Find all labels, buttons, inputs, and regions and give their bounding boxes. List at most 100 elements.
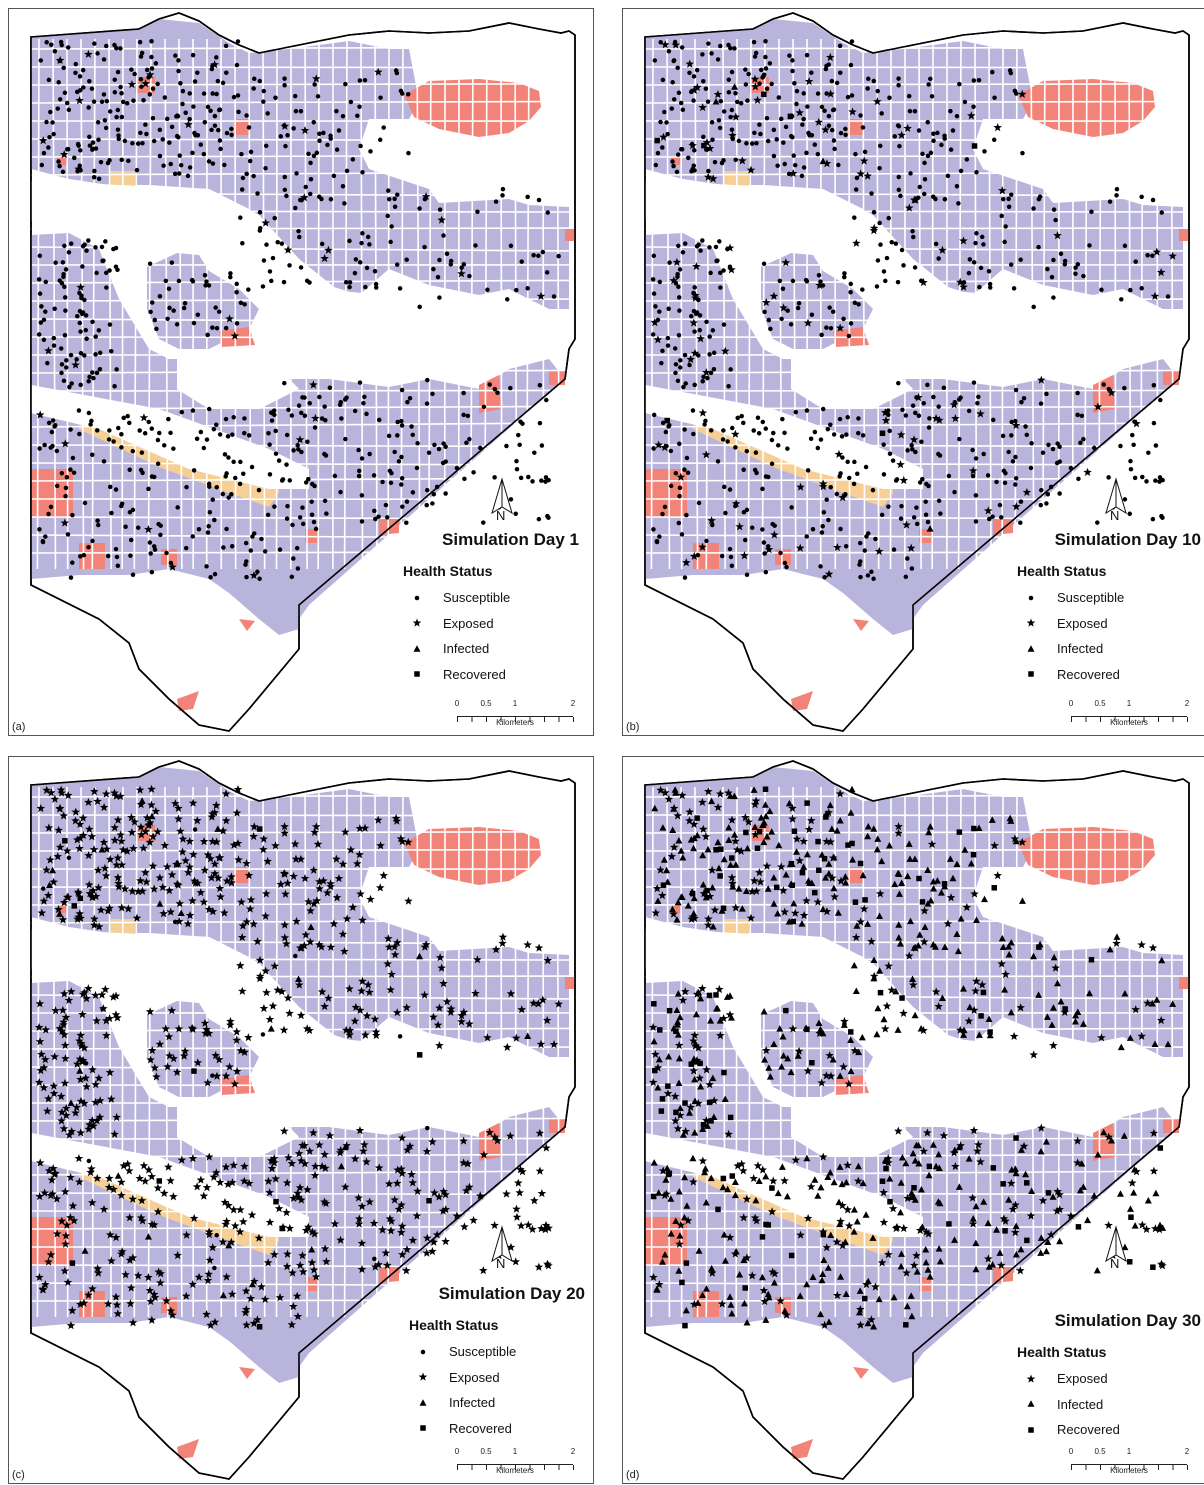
star-symbol-icon (1017, 616, 1045, 630)
square-symbol-icon (1017, 1423, 1045, 1437)
north-arrow: N (487, 477, 517, 523)
legend-label: Recovered (1057, 1422, 1120, 1438)
scale-tick-label: 2 (570, 1447, 576, 1456)
legend-title: Health Status (1017, 1344, 1107, 1360)
panel-letter: (a) (12, 721, 26, 733)
legend-label: Exposed (1057, 615, 1108, 631)
scale-tick-label: 0.5 (480, 699, 492, 708)
scale-tick-label: 2 (570, 699, 576, 708)
scale-unit-label: Kilometers (496, 1466, 534, 1475)
map-canvas (644, 760, 1190, 1480)
scale-unit-label: Kilometers (1110, 1466, 1148, 1475)
north-arrow: N (487, 1225, 517, 1271)
legend-label: Susceptible (443, 590, 511, 606)
legend-label: Infected (449, 1395, 496, 1411)
square-symbol-icon (409, 1421, 437, 1435)
scale-bar: 0 0.5 1 2 Kilometers (1055, 1447, 1195, 1477)
simulation-title: Simulation Day 1 (442, 530, 579, 549)
legend-item-exposed: Exposed (403, 611, 553, 637)
legend-item-infected: Infected (1017, 636, 1167, 662)
scale-bar-line (1071, 1458, 1188, 1470)
map-canvas (30, 12, 576, 732)
legend-label: Recovered (443, 666, 506, 682)
star-symbol-icon (403, 616, 431, 630)
legend-item-recovered: Recovered (409, 1416, 559, 1442)
legend: Health Status Susceptible Exposed Infected… (403, 563, 553, 687)
legend-item-exposed: Exposed (1017, 611, 1167, 637)
legend-label: Infected (443, 641, 490, 657)
legend-item-recovered: Recovered (403, 662, 553, 688)
dot-symbol-icon (403, 591, 431, 605)
legend-item-recovered: Recovered (1017, 662, 1167, 688)
legend-label: Exposed (443, 615, 494, 631)
panel-letter: (d) (626, 1469, 640, 1481)
star-symbol-icon (409, 1370, 437, 1384)
north-arrow: N (1101, 1225, 1131, 1271)
scale-tick-label: 0.5 (1094, 1447, 1106, 1456)
legend-item-susceptible: Susceptible (409, 1339, 559, 1365)
legend-item-susceptible: Susceptible (403, 585, 553, 611)
legend-item-infected: Infected (1017, 1392, 1167, 1418)
simulation-title: Simulation Day 10 (1054, 530, 1201, 549)
legend-item-recovered: Recovered (1017, 1417, 1167, 1443)
legend-item-infected: Infected (403, 636, 553, 662)
legend-item-infected: Infected (409, 1390, 559, 1416)
triangle-symbol-icon (1017, 642, 1045, 656)
scale-bar-line (457, 710, 574, 722)
legend-label: Exposed (1057, 1371, 1108, 1387)
legend-title: Health Status (1017, 563, 1107, 579)
scale-tick-label: 0.5 (480, 1447, 492, 1456)
triangle-symbol-icon (403, 642, 431, 656)
triangle-symbol-icon (409, 1396, 437, 1410)
map-panel-d: N Simulation Day 30 Health Status Expose… (622, 756, 1204, 1484)
map-panel-c: N Simulation Day 20 Health Status Suscep… (8, 756, 594, 1484)
legend-title: Health Status (403, 563, 493, 579)
legend: Health Status Susceptible Exposed Infected… (409, 1317, 559, 1441)
scale-unit-label: Kilometers (1110, 718, 1148, 727)
scale-tick-label: 0 (1068, 699, 1074, 708)
panel-letter: (b) (626, 721, 640, 733)
scale-tick-label: 0 (1068, 1447, 1074, 1456)
scale-tick-label: 0.5 (1094, 699, 1106, 708)
legend-label: Recovered (1057, 666, 1120, 682)
star-symbol-icon (1017, 1372, 1045, 1386)
scale-tick-label: 1 (512, 699, 518, 708)
triangle-symbol-icon (1017, 1397, 1045, 1411)
scale-tick-label: 1 (1126, 699, 1132, 708)
north-label: N (1110, 508, 1120, 523)
scale-tick-label: 2 (1184, 699, 1190, 708)
legend-label: Susceptible (1057, 590, 1125, 606)
legend-item-susceptible: Susceptible (1017, 585, 1167, 611)
legend-item-exposed: Exposed (1017, 1366, 1167, 1392)
scale-tick-label: 1 (512, 1447, 518, 1456)
scale-bar-line (1071, 710, 1188, 722)
north-label: N (1110, 1256, 1120, 1271)
legend-label: Susceptible (449, 1344, 517, 1360)
dot-symbol-icon (409, 1345, 437, 1359)
simulation-title: Simulation Day 20 (438, 1284, 585, 1303)
legend-label: Exposed (449, 1369, 500, 1385)
simulation-title: Simulation Day 30 (1054, 1311, 1201, 1330)
scale-unit-label: Kilometers (496, 718, 534, 727)
legend-label: Infected (1057, 641, 1104, 657)
map-canvas (644, 12, 1190, 732)
square-symbol-icon (403, 667, 431, 681)
north-arrow: N (1101, 477, 1131, 523)
map-panel-a: N Simulation Day 1 Health Status Suscept… (8, 8, 594, 736)
north-label: N (496, 508, 506, 523)
scale-tick-label: 2 (1184, 1447, 1190, 1456)
scale-tick-label: 1 (1126, 1447, 1132, 1456)
scale-bar: 0 0.5 1 2 Kilometers (441, 699, 581, 729)
legend: Health Status Exposed Infected Recovered (1017, 1344, 1167, 1443)
legend-item-exposed: Exposed (409, 1365, 559, 1391)
dot-symbol-icon (1017, 591, 1045, 605)
square-symbol-icon (1017, 667, 1045, 681)
map-panel-b: N Simulation Day 10 Health Status Suscep… (622, 8, 1204, 736)
scale-bar: 0 0.5 1 2 Kilometers (1055, 699, 1195, 729)
legend-title: Health Status (409, 1317, 499, 1333)
scale-bar: 0 0.5 1 2 Kilometers (441, 1447, 581, 1477)
legend: Health Status Susceptible Exposed Infected… (1017, 563, 1167, 687)
legend-label: Recovered (449, 1420, 512, 1436)
north-label: N (496, 1256, 506, 1271)
map-canvas (30, 760, 576, 1480)
